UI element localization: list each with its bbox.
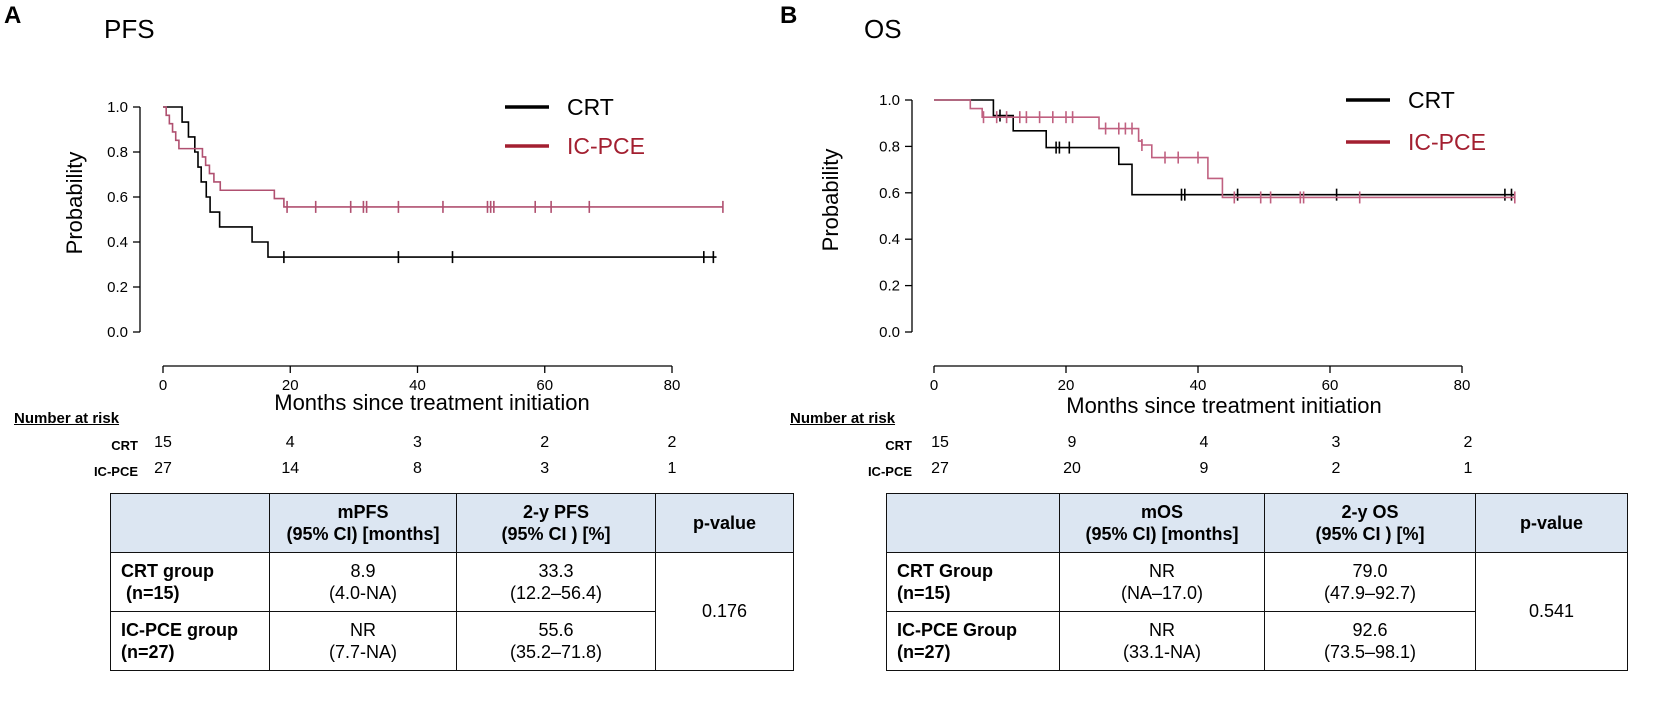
header-rate: 2-y OS (95% CI ) [%] bbox=[1264, 493, 1476, 553]
risk-value: 1 bbox=[667, 460, 677, 477]
median-cell: NR (NA–17.0) bbox=[1059, 552, 1265, 612]
km-chart-pfs: 0.0 0.2 0.4 0.6 0.8 1.0 0 20 40 60 80 Probability Mo… bbox=[62, 94, 724, 415]
x-axis-label: Months since treatment initiation bbox=[1066, 393, 1382, 418]
x-tick-label: 80 bbox=[664, 377, 681, 394]
y-tick-label: 0.4 bbox=[107, 234, 128, 251]
panel-title: PFS bbox=[104, 14, 155, 44]
header-median: mPFS (95% CI) [months] bbox=[269, 493, 457, 553]
km-curve-ic-pce bbox=[163, 106, 723, 208]
panel-title: OS bbox=[864, 14, 902, 44]
table-header-row: mOS (95% CI) [months] 2-y OS (95% CI ) [%]… bbox=[886, 493, 1628, 553]
header-rate: 2-y PFS (95% CI ) [%] bbox=[456, 493, 656, 553]
y-tick-label: 0.4 bbox=[879, 231, 900, 248]
km-curve-crt bbox=[163, 106, 717, 258]
group-cell: IC-PCE group (n=27) bbox=[110, 611, 270, 671]
x-tick-label: 60 bbox=[1322, 377, 1339, 394]
risk-value: 3 bbox=[413, 434, 422, 451]
x-axis-label: Months since treatment initiation bbox=[274, 390, 590, 415]
risk-label-icpce: IC-PCE bbox=[93, 464, 138, 479]
x-tick-label: 80 bbox=[1454, 377, 1471, 394]
risk-value: 2 bbox=[540, 434, 550, 451]
y-tick-label: 0.2 bbox=[107, 279, 128, 296]
median-cell: NR (7.7-NA) bbox=[269, 611, 457, 671]
rate-cell: 33.3 (12.2–56.4) bbox=[456, 552, 656, 612]
x-tick-label: 20 bbox=[282, 377, 299, 394]
x-tick-label: 40 bbox=[409, 377, 426, 394]
pvalue-cell: 0.541 bbox=[1475, 552, 1628, 671]
risk-value: 27 bbox=[154, 460, 172, 477]
rate-cell: 79.0 (47.9–92.7) bbox=[1264, 552, 1476, 612]
header-empty bbox=[110, 493, 270, 553]
table-header-row: mPFS (95% CI) [months] 2-y PFS (95% CI ) [… bbox=[110, 493, 794, 553]
group-cell: CRT Group (n=15) bbox=[886, 552, 1060, 612]
y-tick-label: 0.0 bbox=[107, 324, 128, 341]
pvalue-cell: 0.176 bbox=[655, 552, 794, 671]
median-cell: 8.9 (4.0-NA) bbox=[269, 552, 457, 612]
header-pvalue: p-value bbox=[1475, 493, 1628, 553]
group-cell: IC-PCE Group (n=27) bbox=[886, 611, 1060, 671]
risk-value: 14 bbox=[281, 460, 300, 477]
risk-value: 15 bbox=[154, 434, 172, 451]
km-chart-os: 0.0 0.2 0.4 0.6 0.8 1.0 0 20 40 60 80 Probability Mo… bbox=[818, 87, 1516, 418]
legend-label-crt: CRT bbox=[567, 94, 614, 120]
panel-a: A PFS 0.0 0.2 0.4 0.6 0.8 1.0 0 20 40 60 80 Probabi… bbox=[0, 0, 820, 726]
header-pvalue: p-value bbox=[655, 493, 794, 553]
y-tick-label: 0.8 bbox=[879, 138, 900, 155]
risk-value: 27 bbox=[931, 460, 949, 477]
header-median: mOS (95% CI) [months] bbox=[1059, 493, 1265, 553]
y-tick-label: 0.0 bbox=[879, 324, 900, 341]
risk-value: 8 bbox=[413, 460, 422, 477]
risk-value: 2 bbox=[1331, 460, 1341, 477]
y-tick-label: 0.8 bbox=[107, 144, 128, 161]
risk-value: 15 bbox=[931, 434, 949, 451]
group-cell: CRT group (n=15) bbox=[110, 552, 270, 612]
results-table-pfs: mPFS (95% CI) [months] 2-y PFS (95% CI ) [… bbox=[110, 493, 794, 671]
y-tick-label: 0.2 bbox=[879, 278, 900, 295]
results-table-os: mOS (95% CI) [months] 2-y OS (95% CI ) [%]… bbox=[886, 493, 1628, 671]
table-row: IC-PCE Group (n=27) NR (33.1-NA) 92.6 (73.5… bbox=[886, 611, 1628, 671]
risk-value: 4 bbox=[1199, 434, 1209, 451]
risk-label-icpce: IC-PCE bbox=[867, 464, 912, 479]
km-curve-ic-pce bbox=[934, 99, 1515, 199]
risk-value: 9 bbox=[1067, 434, 1077, 451]
y-tick-label: 0.6 bbox=[107, 189, 128, 206]
risk-value: 3 bbox=[1331, 434, 1341, 451]
legend-label-crt: CRT bbox=[1408, 87, 1455, 113]
risk-value: 2 bbox=[667, 434, 677, 451]
panel-letter: B bbox=[780, 2, 798, 29]
rate-cell: 92.6 (73.5–98.1) bbox=[1264, 611, 1476, 671]
x-tick-label: 60 bbox=[536, 377, 553, 394]
rate-cell: 55.6 (35.2–71.8) bbox=[456, 611, 656, 671]
risk-value: 2 bbox=[1463, 434, 1473, 451]
y-tick-label: 1.0 bbox=[879, 92, 900, 109]
y-tick-label: 1.0 bbox=[107, 99, 128, 116]
risk-table-title: Number at risk bbox=[14, 410, 120, 427]
risk-value: 4 bbox=[285, 434, 295, 451]
x-tick-label: 0 bbox=[159, 377, 167, 394]
table-row: CRT Group (n=15) NR (NA–17.0) 79.0 (47.9–92… bbox=[886, 552, 1628, 671]
table-row: IC-PCE group (n=27) NR (7.7-NA) 55.6 (35.2–… bbox=[110, 611, 794, 671]
legend-label-ic-pce: IC-PCE bbox=[567, 133, 645, 159]
km-curve-crt bbox=[934, 99, 1515, 196]
risk-label-crt: CRT bbox=[885, 438, 912, 453]
risk-label-crt: CRT bbox=[111, 438, 138, 453]
panel-b: B OS 0.0 0.2 0.4 0.6 0.8 1.0 0 20 40 60 80 Probabil… bbox=[780, 0, 1670, 726]
y-axis-label: Probability bbox=[818, 149, 843, 252]
legend-label-ic-pce: IC-PCE bbox=[1408, 129, 1486, 155]
risk-value: 1 bbox=[1463, 460, 1473, 477]
median-cell: NR (33.1-NA) bbox=[1059, 611, 1265, 671]
risk-table-title: Number at risk bbox=[790, 410, 896, 427]
y-tick-label: 0.6 bbox=[879, 185, 900, 202]
x-tick-label: 0 bbox=[930, 377, 938, 394]
risk-value: 20 bbox=[1063, 460, 1081, 477]
risk-value: 3 bbox=[540, 460, 550, 477]
x-tick-label: 40 bbox=[1190, 377, 1207, 394]
x-tick-label: 20 bbox=[1058, 377, 1075, 394]
risk-value: 9 bbox=[1199, 460, 1209, 477]
y-axis-label: Probability bbox=[62, 152, 87, 255]
table-row: CRT group (n=15) 8.9 (4.0-NA) 33.3 (12.2–5… bbox=[110, 552, 794, 671]
panel-letter: A bbox=[4, 2, 22, 29]
header-empty bbox=[886, 493, 1060, 553]
